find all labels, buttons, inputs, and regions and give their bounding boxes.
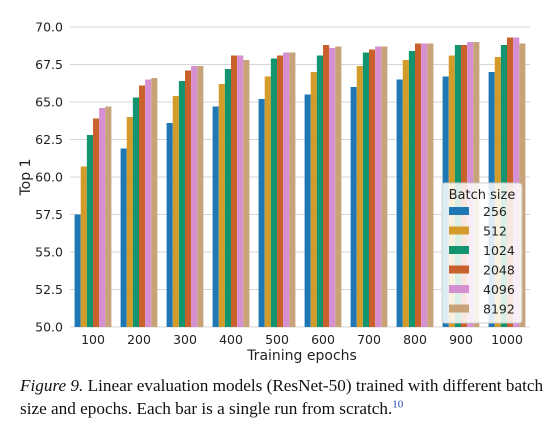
y-tick-label: 67.5 [35, 57, 63, 72]
legend-label-1024: 1024 [483, 243, 515, 258]
y-tick-label: 57.5 [35, 207, 63, 222]
legend-swatch-4096 [449, 285, 469, 293]
bar-300-1024 [178, 81, 185, 327]
caption-label: Figure 9. [20, 376, 84, 395]
x-tick-label: 500 [265, 332, 289, 347]
y-axis-label: Top 1 [18, 159, 34, 197]
bar-500-256 [258, 99, 265, 327]
legend-items: 256 512 1024 2048 4096 8192 [449, 204, 515, 317]
bar-800-8192 [427, 43, 434, 327]
x-tick-label: 800 [403, 332, 427, 347]
bar-200-1024 [132, 97, 139, 327]
bar-300-256 [166, 123, 173, 327]
bar-700-8192 [381, 46, 388, 327]
x-axis-ticks: 100 200 300 400 500 600 700 800 900 1000 [81, 332, 523, 347]
legend-label-4096: 4096 [483, 282, 515, 297]
bar-400-4096 [237, 55, 244, 327]
bar-100-8192 [105, 106, 112, 327]
bar-600-2048 [323, 45, 330, 327]
bar-200-4096 [145, 79, 152, 327]
legend-swatch-1024 [449, 246, 469, 254]
bar-200-8192 [151, 78, 158, 327]
bar-700-2048 [369, 49, 376, 327]
bar-300-512 [172, 96, 179, 327]
bar-500-4096 [283, 52, 290, 327]
bar-500-1024 [270, 58, 277, 327]
bar-400-256 [212, 106, 219, 327]
bar-100-1024 [86, 135, 93, 327]
y-tick-label: 70.0 [35, 20, 63, 35]
bar-700-4096 [375, 46, 382, 327]
bar-400-8192 [243, 60, 250, 327]
y-tick-label: 60.0 [35, 170, 63, 185]
bar-800-256 [396, 79, 403, 327]
bar-100-512 [80, 166, 87, 327]
legend-label-512: 512 [483, 224, 507, 239]
bar-600-512 [310, 72, 317, 327]
bar-800-1024 [408, 51, 415, 327]
bar-300-4096 [191, 66, 198, 327]
caption-footnote[interactable]: 10 [392, 398, 404, 411]
bar-600-8192 [335, 46, 342, 327]
x-axis-label: Training epochs [246, 348, 357, 364]
bar-600-1024 [316, 55, 323, 327]
bar-800-4096 [421, 43, 428, 327]
bar-700-1024 [362, 52, 369, 327]
figure-caption: Figure 9. Linear evaluation models (ResN… [20, 374, 545, 420]
bar-200-256 [120, 148, 127, 327]
legend-label-8192: 8192 [483, 302, 515, 317]
bar-400-2048 [231, 55, 238, 327]
legend-label-2048: 2048 [483, 263, 515, 278]
bar-100-256 [74, 214, 81, 327]
bar-500-2048 [277, 55, 284, 327]
x-tick-label: 900 [449, 332, 473, 347]
bar-600-4096 [329, 48, 336, 327]
legend-swatch-512 [449, 226, 469, 235]
legend-swatch-8192 [449, 304, 469, 313]
y-tick-label: 65.0 [35, 95, 63, 110]
legend: Batch size 256 512 1024 2048 4096 8192 [441, 182, 523, 324]
bar-800-512 [402, 60, 409, 327]
bar-100-2048 [93, 118, 100, 327]
legend-swatch-2048 [449, 265, 469, 274]
bar-200-512 [126, 117, 133, 327]
bar-500-8192 [289, 52, 296, 327]
bar-700-512 [356, 66, 363, 327]
bar-300-2048 [185, 70, 192, 327]
legend-label-256: 256 [483, 204, 507, 219]
x-tick-label: 400 [219, 332, 243, 347]
x-tick-label: 700 [357, 332, 381, 347]
bar-200-2048 [139, 85, 146, 327]
x-tick-label: 1000 [491, 332, 523, 347]
y-axis-ticks: 50.0 52.5 55.0 57.5 60.0 62.5 65.0 67.5 70.0 [35, 20, 63, 335]
bar-700-256 [350, 87, 357, 327]
x-tick-label: 300 [173, 332, 197, 347]
bar-300-8192 [197, 66, 204, 327]
y-tick-label: 55.0 [35, 245, 63, 260]
bar-400-512 [218, 84, 225, 327]
bar-1000-4096 [513, 37, 520, 327]
y-tick-label: 52.5 [35, 282, 63, 297]
y-tick-label: 62.5 [35, 132, 63, 147]
legend-title: Batch size [449, 188, 516, 203]
legend-swatch-256 [449, 207, 469, 215]
y-tick-label: 50.0 [35, 320, 63, 335]
x-tick-label: 600 [311, 332, 335, 347]
bar-500-512 [264, 76, 271, 327]
x-tick-label: 200 [127, 332, 151, 347]
bar-400-1024 [224, 69, 231, 327]
bar-800-2048 [415, 43, 422, 327]
bar-600-256 [304, 94, 311, 327]
x-tick-label: 100 [81, 332, 105, 347]
bar-1000-2048 [507, 37, 514, 327]
bar-100-4096 [99, 108, 106, 327]
caption-text: Linear evaluation models (ResNet-50) tra… [20, 376, 544, 418]
